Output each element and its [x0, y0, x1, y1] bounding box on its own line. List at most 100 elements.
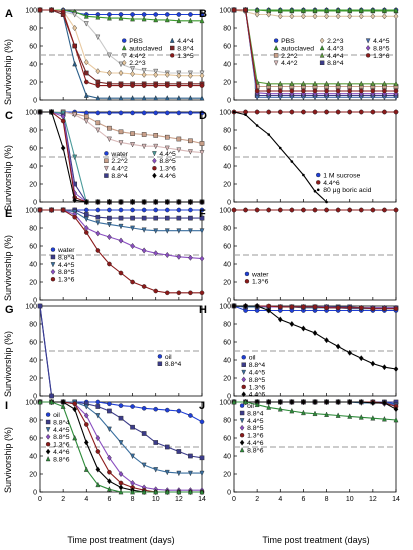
x-tick-label: 10 — [346, 496, 354, 503]
data-point — [83, 118, 89, 125]
data-point — [188, 17, 193, 24]
data-point — [95, 214, 101, 220]
shared-ylabel: Survivorship (%) — [3, 145, 13, 211]
data-point — [176, 290, 182, 296]
y-tick-label: 40 — [223, 358, 231, 365]
data-point — [358, 414, 364, 420]
data-point — [49, 398, 54, 405]
legend-label: autoclaved — [281, 45, 314, 52]
data-point — [107, 222, 112, 228]
data-point — [176, 449, 182, 454]
data-point — [254, 88, 260, 94]
data-point — [277, 109, 283, 115]
data-point — [312, 398, 318, 406]
data-point — [176, 228, 182, 234]
shared-ylabel: Survivorship (%) — [3, 39, 13, 105]
data-point — [335, 13, 341, 20]
data-point — [95, 34, 101, 41]
y-tick-label: 20 — [223, 472, 231, 479]
legend-label: 4.4^5 — [53, 427, 70, 434]
data-point — [347, 413, 353, 419]
data-point — [83, 114, 89, 119]
x-tick-label: 8 — [131, 496, 135, 503]
y-tick-label: 80 — [29, 26, 37, 33]
data-point — [393, 207, 399, 213]
data-point — [107, 125, 112, 131]
data-point — [95, 68, 101, 75]
data-point — [83, 79, 89, 85]
data-point — [324, 411, 329, 417]
data-point — [289, 407, 295, 414]
y-tick-label: 60 — [223, 146, 231, 153]
data-point — [60, 403, 66, 409]
data-point — [37, 303, 43, 309]
data-point — [176, 110, 182, 116]
legend-label: 4.4^5 — [58, 262, 75, 269]
legend-marker — [104, 158, 109, 164]
legend-marker — [104, 165, 109, 172]
data-point — [277, 88, 283, 94]
data-point — [130, 83, 135, 88]
data-point — [107, 478, 112, 485]
x-tick-label: 8 — [325, 496, 329, 503]
data-point — [370, 88, 376, 94]
data-point — [370, 360, 376, 367]
legend-marker — [152, 157, 157, 164]
data-point — [358, 88, 364, 94]
data-point — [153, 12, 159, 17]
legend-label: 4.4^6 — [249, 392, 266, 399]
data-point — [118, 95, 124, 101]
data-point — [324, 337, 329, 344]
data-point — [347, 109, 353, 115]
series — [231, 7, 399, 94]
data-point — [153, 68, 159, 75]
y-tick-label: 40 — [223, 164, 231, 171]
data-point — [324, 109, 329, 115]
data-point — [83, 404, 89, 410]
data-point — [130, 225, 135, 232]
y-tick-label: 100 — [25, 400, 37, 407]
data-point — [324, 305, 329, 311]
data-point — [153, 143, 159, 150]
data-point — [176, 95, 182, 101]
data-point — [83, 92, 89, 98]
data-point — [107, 401, 112, 407]
data-point — [370, 13, 376, 20]
legend-marker — [273, 45, 279, 51]
data-point — [153, 207, 159, 213]
data-point — [95, 220, 101, 226]
y-tick-label: 60 — [29, 436, 37, 443]
data-point — [153, 406, 159, 412]
data-point — [60, 207, 66, 213]
data-point — [130, 207, 135, 213]
data-point — [176, 147, 182, 153]
data-point — [107, 52, 112, 59]
panel-letter: F — [199, 208, 206, 220]
y-tick-label: 100 — [25, 110, 37, 117]
y-tick-label: 0 — [227, 298, 231, 305]
data-point — [382, 416, 387, 422]
legend-label: 8.8^6 — [53, 456, 70, 463]
data-point — [176, 207, 182, 213]
data-point — [188, 12, 193, 17]
shared-xlabel: Time post treatment (days) — [262, 535, 369, 545]
data-point — [141, 227, 147, 233]
series — [37, 7, 205, 88]
y-tick-label: 100 — [25, 304, 37, 311]
data-point — [277, 6, 283, 13]
data-point — [95, 449, 101, 454]
data-point — [312, 207, 318, 213]
data-point — [141, 110, 147, 116]
data-point — [83, 212, 89, 217]
legend-marker — [365, 53, 371, 58]
data-point — [393, 306, 399, 312]
data-point — [277, 80, 283, 87]
data-point — [231, 7, 237, 13]
data-point — [153, 110, 159, 116]
data-point — [243, 398, 248, 405]
data-point — [130, 279, 135, 285]
data-point — [335, 305, 341, 311]
data-point — [153, 95, 159, 101]
